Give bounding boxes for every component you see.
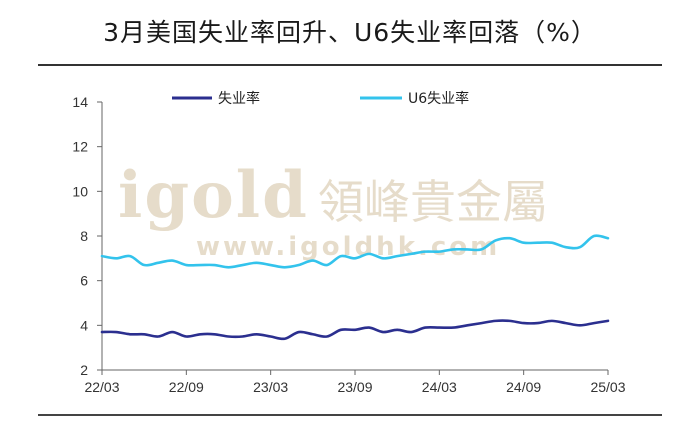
x-tick-label: 23/09 [337,379,372,395]
chart-title: 3月美国失业率回升、U6失业率回落（%） [103,18,597,47]
footer-divider [38,414,662,416]
watermark-brand: igold [118,158,309,233]
legend-unemployment-label: 失业率 [218,90,260,107]
y-tick-label: 4 [80,317,88,333]
watermark-brand-cn: 領峰貴金屬 [318,175,548,229]
title-divider [38,64,662,66]
u6-rate-line [100,234,610,269]
x-tick-label: 25/03 [590,379,625,395]
y-tick-label: 14 [72,94,88,110]
x-tick-label: 24/03 [422,379,457,395]
legend-u6-label: U6失业率 [408,90,469,107]
x-tick-label: 22/09 [169,379,204,395]
y-tick-label: 10 [72,183,88,199]
y-tick-label: 12 [72,139,88,155]
y-tick-label: 6 [80,273,88,289]
x-tick-label: 24/09 [506,379,541,395]
unemployment-rate-line [100,319,610,341]
y-tick-label: 8 [80,228,88,244]
y-tick-label: 2 [80,362,88,378]
x-tick-label: 22/03 [84,379,119,395]
x-tick-label: 23/03 [253,379,288,395]
